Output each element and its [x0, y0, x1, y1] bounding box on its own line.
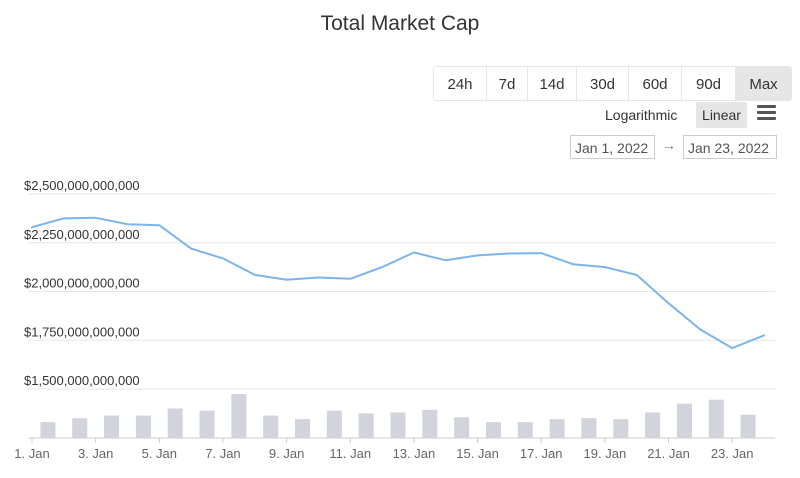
x-tick-label: 13. Jan: [393, 446, 436, 461]
market-cap-point[interactable]: [412, 251, 416, 255]
market-cap-point[interactable]: [762, 333, 766, 337]
range-button-60d[interactable]: 60d: [629, 67, 682, 100]
y-tick-label: $1,750,000,000,000: [24, 324, 140, 339]
market-cap-point[interactable]: [62, 216, 66, 220]
market-cap-point[interactable]: [539, 251, 543, 255]
volume-bar[interactable]: [708, 399, 724, 438]
volume-bar[interactable]: [295, 419, 311, 438]
market-cap-point[interactable]: [316, 275, 320, 279]
market-cap-point[interactable]: [507, 251, 511, 255]
volume-bar[interactable]: [454, 417, 470, 438]
chart-title: Total Market Cap: [320, 12, 480, 35]
market-cap-point[interactable]: [94, 216, 98, 220]
x-tick-label: 19. Jan: [584, 446, 627, 461]
range-selector: 24h 7d 14d 30d 60d 90d Max: [433, 66, 792, 101]
date-arrow-icon: →: [662, 137, 676, 153]
volume-bar[interactable]: [72, 418, 88, 438]
volume-bar[interactable]: [390, 412, 406, 438]
logarithmic-toggle[interactable]: Logarithmic: [605, 107, 678, 123]
linear-toggle[interactable]: Linear: [696, 102, 747, 128]
range-button-14d[interactable]: 14d: [528, 67, 577, 100]
volume-bar[interactable]: [485, 422, 501, 438]
market-cap-point[interactable]: [603, 265, 607, 269]
x-tick-label: 1. Jan: [14, 446, 49, 461]
y-tick-label: $2,500,000,000,000: [24, 178, 140, 193]
range-button-24h[interactable]: 24h: [434, 67, 487, 100]
volume-bar[interactable]: [263, 415, 279, 438]
volume-bar[interactable]: [740, 414, 756, 438]
date-to-input[interactable]: Jan 23, 2022: [683, 135, 777, 159]
market-cap-point[interactable]: [635, 273, 639, 277]
volume-bar[interactable]: [613, 419, 629, 438]
market-cap-point[interactable]: [157, 223, 161, 227]
y-tick-label: $2,250,000,000,000: [24, 227, 140, 242]
x-tick-label: 23. Jan: [711, 446, 754, 461]
x-tick-label: 11. Jan: [329, 446, 371, 461]
volume-bar[interactable]: [581, 418, 597, 438]
market-cap-point[interactable]: [476, 253, 480, 257]
range-button-90d[interactable]: 90d: [682, 67, 736, 100]
volume-bar[interactable]: [422, 409, 438, 438]
range-button-max[interactable]: Max: [736, 67, 791, 100]
market-cap-point[interactable]: [348, 277, 352, 281]
volume-bar[interactable]: [104, 415, 120, 438]
volume-bar[interactable]: [40, 422, 56, 438]
market-cap-point[interactable]: [571, 262, 575, 266]
volume-bar[interactable]: [231, 394, 247, 438]
volume-bar[interactable]: [517, 422, 533, 438]
volume-bar[interactable]: [549, 419, 565, 438]
volume-bar[interactable]: [199, 410, 215, 438]
x-tick-label: 7. Jan: [205, 446, 240, 461]
market-cap-point[interactable]: [444, 258, 448, 262]
x-tick-label: 3. Jan: [78, 446, 113, 461]
x-tick-label: 15. Jan: [456, 446, 499, 461]
market-cap-point[interactable]: [667, 301, 671, 305]
y-tick-label: $1,500,000,000,000: [24, 373, 140, 388]
volume-bar[interactable]: [167, 408, 183, 438]
market-cap-point[interactable]: [730, 346, 734, 350]
date-from-input[interactable]: Jan 1, 2022: [570, 135, 655, 159]
market-cap-line[interactable]: [31, 216, 765, 350]
volume-bar[interactable]: [326, 410, 342, 438]
volume-bar[interactable]: [645, 412, 661, 438]
x-tick-label: 21. Jan: [647, 446, 690, 461]
market-cap-point[interactable]: [698, 328, 702, 332]
hamburger-menu-icon[interactable]: [757, 105, 776, 121]
x-tick-label: 9. Jan: [269, 446, 304, 461]
range-button-30d[interactable]: 30d: [577, 67, 629, 100]
volume-bar[interactable]: [135, 415, 151, 438]
volume-bar[interactable]: [358, 413, 374, 438]
market-cap-point[interactable]: [189, 247, 193, 251]
range-button-7d[interactable]: 7d: [487, 67, 528, 100]
market-cap-point[interactable]: [125, 222, 129, 226]
market-cap-point[interactable]: [253, 273, 257, 277]
market-cap-point[interactable]: [285, 278, 289, 282]
y-tick-label: $2,000,000,000,000: [24, 276, 140, 291]
volume-bar[interactable]: [676, 403, 692, 438]
x-tick-label: 5. Jan: [142, 446, 177, 461]
x-tick-label: 17. Jan: [520, 446, 563, 461]
market-cap-point[interactable]: [221, 256, 225, 260]
market-cap-point[interactable]: [380, 265, 384, 269]
